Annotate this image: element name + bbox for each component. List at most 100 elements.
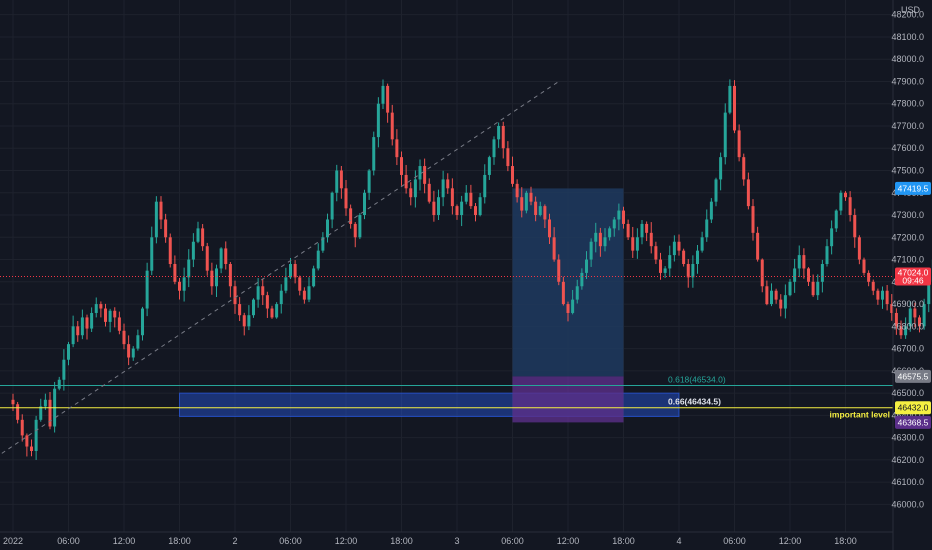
stop-price-tag: 46368.5 bbox=[898, 417, 929, 427]
price-tick-label: 46400.0 bbox=[891, 410, 924, 420]
current-price-tag-bg bbox=[895, 267, 931, 286]
price-tick-label: 48200.0 bbox=[891, 10, 924, 20]
candle-body bbox=[552, 237, 556, 260]
candle-body bbox=[538, 206, 542, 216]
candle-body bbox=[247, 315, 251, 327]
candle-body bbox=[423, 166, 427, 184]
candle-body bbox=[131, 348, 135, 358]
price-tick-label: 46800.0 bbox=[891, 321, 924, 331]
time-axis[interactable]: 2022 06:00 12:00 18:00 2 06:00 12:00 18:00 3 06:0… bbox=[3, 536, 857, 546]
candle-body bbox=[20, 419, 24, 436]
candle-body bbox=[178, 281, 181, 291]
candle-body bbox=[927, 281, 931, 305]
candle-body bbox=[48, 399, 52, 427]
candle-body bbox=[413, 179, 417, 198]
candle-body bbox=[543, 206, 547, 220]
candle-body bbox=[150, 237, 154, 271]
price-tick-label: 46200.0 bbox=[891, 455, 924, 465]
position-stop-zone bbox=[512, 376, 624, 423]
candle-body bbox=[427, 183, 431, 202]
candle-body bbox=[159, 201, 163, 220]
candle-body bbox=[700, 237, 704, 251]
candle-body bbox=[275, 304, 279, 318]
candle-body bbox=[797, 255, 801, 269]
candle-body bbox=[279, 290, 283, 305]
candle-body bbox=[807, 268, 810, 282]
candle-body bbox=[11, 399, 15, 405]
candle-body bbox=[335, 170, 339, 193]
candle-body bbox=[16, 404, 20, 420]
fib-618-label: 0.618(46534.0) bbox=[668, 375, 726, 385]
time-tick-label: 06:00 bbox=[279, 536, 302, 546]
candle-body bbox=[719, 157, 723, 180]
candle-body bbox=[242, 315, 246, 327]
time-tick-label: 12:00 bbox=[557, 536, 580, 546]
candle-body bbox=[511, 166, 514, 184]
candle-body bbox=[677, 241, 681, 251]
candle-body bbox=[39, 406, 43, 420]
candle-body bbox=[659, 259, 662, 273]
candle-body bbox=[904, 326, 908, 336]
price-tick-label: 46900.0 bbox=[891, 299, 924, 309]
candle-body bbox=[441, 179, 445, 198]
candle-body bbox=[561, 281, 565, 305]
candle-body bbox=[622, 210, 625, 224]
candle-body bbox=[913, 308, 917, 318]
candle-body bbox=[723, 112, 727, 158]
price-tick-label: 47700.0 bbox=[891, 121, 924, 131]
candle-body bbox=[515, 183, 519, 198]
candle-body bbox=[67, 344, 70, 360]
price-axis[interactable]: 48200.0 48100.0 48000.0 47900.0 47800.0 47700… bbox=[891, 10, 924, 510]
candle-body bbox=[455, 206, 459, 216]
time-tick-label: 18:00 bbox=[390, 536, 413, 546]
candle-body bbox=[534, 201, 538, 216]
candle-body bbox=[728, 85, 732, 113]
price-tick-label: 48000.0 bbox=[891, 54, 924, 64]
candle-body bbox=[524, 192, 528, 211]
candle-body bbox=[284, 277, 288, 291]
candle-body bbox=[205, 246, 209, 271]
candle-body bbox=[256, 286, 260, 300]
candle-body bbox=[62, 359, 66, 380]
candle-body bbox=[326, 219, 329, 238]
candle-body bbox=[487, 157, 491, 175]
candle-body bbox=[196, 228, 200, 242]
candle-body bbox=[474, 206, 477, 216]
candle-body bbox=[816, 281, 820, 296]
candle-body bbox=[94, 304, 98, 313]
candle-body bbox=[376, 103, 380, 138]
candle-body bbox=[307, 286, 311, 300]
candle-body bbox=[853, 215, 857, 238]
candle-body bbox=[589, 241, 593, 260]
time-tick-label: 06:00 bbox=[723, 536, 746, 546]
candle-body bbox=[76, 326, 80, 336]
candle-body bbox=[141, 308, 144, 336]
candle-body bbox=[321, 237, 325, 251]
candle-body bbox=[418, 166, 422, 180]
candle-body bbox=[437, 197, 440, 216]
entry-price-tag: 47419.5 bbox=[898, 183, 929, 193]
candle-body bbox=[580, 272, 584, 287]
candle-body bbox=[57, 379, 61, 389]
candle-body bbox=[460, 201, 464, 216]
time-tick-label: 06:00 bbox=[57, 536, 80, 546]
candle-body bbox=[432, 201, 436, 216]
candle-body bbox=[390, 112, 394, 140]
candle-body bbox=[802, 255, 806, 269]
candle-body bbox=[635, 237, 639, 251]
candle-body bbox=[890, 304, 894, 313]
candle-body bbox=[316, 250, 320, 269]
candle-body bbox=[104, 308, 107, 322]
candle-body bbox=[289, 264, 292, 278]
candle-body bbox=[446, 179, 450, 189]
candle-body bbox=[871, 281, 875, 291]
candle-body bbox=[363, 192, 366, 216]
candle-body bbox=[358, 215, 362, 238]
candle-body bbox=[811, 281, 815, 296]
fib-618-price-tag: 46575.5 bbox=[898, 371, 929, 381]
time-tick-label: 3 bbox=[454, 536, 459, 546]
candle-body bbox=[228, 264, 232, 287]
